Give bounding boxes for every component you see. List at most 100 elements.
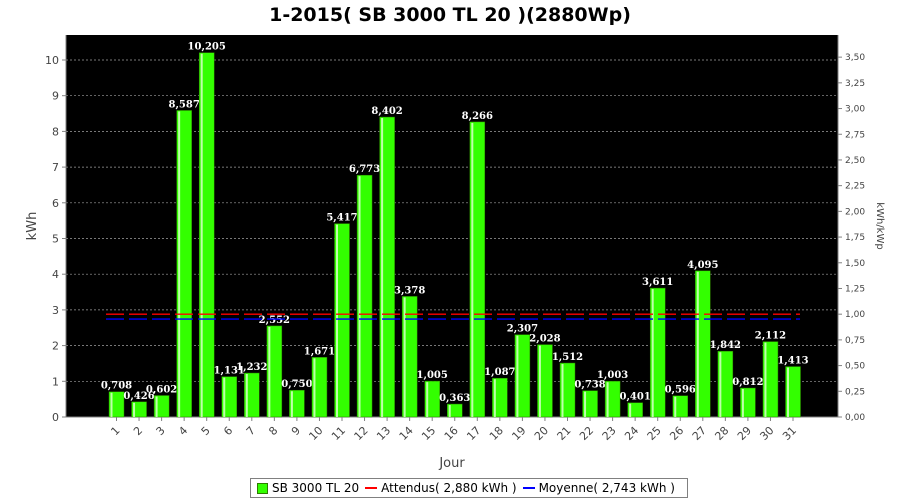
legend-item-average: Moyenne( 2,743 kWh ) [522, 481, 675, 495]
x-tick-label: 29 [735, 424, 754, 443]
y2-tick-label: 0,75 [845, 336, 865, 346]
x-tick-label: 5 [199, 424, 213, 438]
y2-tick-label: 2,50 [845, 156, 865, 166]
bar-highlight [629, 403, 632, 417]
y-axis-title: kWh [25, 212, 40, 241]
bar-highlight [606, 382, 609, 417]
x-tick-label: 27 [690, 424, 709, 443]
data-label: 0,401 [619, 392, 650, 403]
data-label: 0,596 [665, 385, 696, 396]
bar-highlight [741, 389, 744, 417]
y2-tick-label: 0,50 [845, 362, 865, 372]
y2-tick-label: 1,75 [845, 233, 865, 243]
data-label: 0,602 [146, 385, 177, 396]
bar-highlight [290, 391, 293, 417]
bar-highlight [133, 402, 136, 417]
x-tick-label: 28 [712, 424, 731, 443]
x-tick-label: 26 [667, 424, 686, 443]
data-label: 1,671 [304, 346, 335, 357]
x-tick-label: 8 [266, 424, 280, 438]
x-tick-label: 2 [131, 424, 145, 438]
bar-highlight [561, 364, 564, 417]
bar-highlight [471, 122, 474, 418]
y-tick-label: 0 [52, 411, 59, 424]
data-label: 1,131 [214, 366, 245, 377]
legend-item-production: SB 3000 TL 20 [257, 481, 359, 495]
bar-highlight [268, 326, 271, 417]
y-tick-label: 9 [52, 90, 59, 103]
data-label: 1,005 [417, 370, 448, 381]
y2-tick-label: 0,00 [845, 413, 865, 423]
data-label: 1,003 [597, 370, 628, 381]
x-tick-label: 25 [645, 424, 664, 443]
x-tick-label: 4 [176, 424, 190, 438]
x-tick-label: 10 [306, 424, 325, 443]
data-label: 4,095 [687, 260, 718, 271]
bar-highlight [787, 367, 789, 417]
data-label: 2,552 [259, 315, 290, 326]
x-tick-label: 7 [244, 424, 258, 438]
data-label: 0,812 [732, 377, 763, 388]
data-label: 1,413 [777, 356, 808, 367]
x-tick-label: 1 [108, 424, 122, 438]
y2-tick-label: 3,25 [845, 79, 865, 89]
bar-highlight [696, 271, 699, 417]
x-tick-label: 15 [419, 424, 438, 443]
x-tick-label: 13 [374, 424, 393, 443]
bar-highlight [155, 396, 158, 417]
bar-highlight [313, 358, 316, 417]
data-label: 8,266 [462, 111, 493, 122]
bar-highlight [584, 391, 587, 417]
y-tick-label: 8 [52, 125, 59, 138]
x-tick-label: 31 [780, 424, 799, 443]
y-tick-label: 7 [52, 161, 59, 174]
y2-axis-title: kWh/kWp [874, 202, 885, 249]
y-tick-label: 3 [52, 304, 59, 317]
y-tick-label: 6 [52, 197, 59, 210]
y-tick-label: 1 [52, 375, 59, 388]
data-label: 1,512 [552, 352, 583, 363]
data-label: 0,750 [281, 379, 312, 390]
legend-label-production: SB 3000 TL 20 [272, 481, 360, 495]
x-tick-label: 21 [555, 424, 574, 443]
y-tick-label: 2 [52, 340, 59, 353]
legend-label-expected: Attendus( 2,880 kWh ) [381, 481, 517, 495]
x-tick-label: 22 [577, 424, 596, 443]
data-label: 2,112 [755, 331, 786, 342]
x-tick-label: 20 [532, 424, 551, 443]
legend-label-average: Moyenne( 2,743 kWh ) [538, 481, 675, 495]
chart-legend: SB 3000 TL 20 Attendus( 2,880 kWh ) Moye… [250, 478, 688, 498]
x-tick-label: 30 [757, 424, 776, 443]
data-label: 3,611 [642, 277, 673, 288]
bar-highlight [516, 335, 519, 417]
bar-highlight [719, 352, 722, 417]
x-tick-label: 11 [329, 424, 348, 443]
data-label: 10,205 [188, 42, 226, 53]
y2-tick-label: 0,25 [845, 387, 865, 397]
bar-highlight [381, 118, 384, 418]
y2-tick-label: 3,00 [845, 105, 865, 115]
data-label: 8,402 [371, 106, 402, 117]
chart-title: 1-2015( SB 3000 TL 20 )(2880Wp) [269, 4, 631, 26]
data-label: 2,307 [507, 324, 538, 335]
data-label: 0,738 [574, 380, 605, 391]
bar-highlight [448, 405, 451, 417]
data-label: 6,773 [349, 164, 380, 175]
bar-highlight [223, 377, 226, 417]
x-tick-label: 14 [397, 424, 416, 443]
x-axis-title: Jour [438, 456, 465, 471]
data-label: 1,087 [484, 367, 515, 378]
y2-tick-label: 2,75 [845, 130, 865, 140]
y-tick-label: 5 [52, 232, 59, 245]
x-tick-label: 23 [600, 424, 619, 443]
x-tick-label: 18 [487, 424, 506, 443]
bar-highlight [651, 289, 654, 417]
bar-highlight [538, 345, 541, 417]
legend-swatch-production [257, 482, 268, 494]
y2-tick-label: 2,00 [845, 207, 865, 217]
data-label: 8,587 [168, 99, 199, 110]
bar-highlight [764, 342, 767, 417]
bar-highlight [403, 297, 406, 417]
y2-tick-label: 1,50 [845, 259, 865, 269]
